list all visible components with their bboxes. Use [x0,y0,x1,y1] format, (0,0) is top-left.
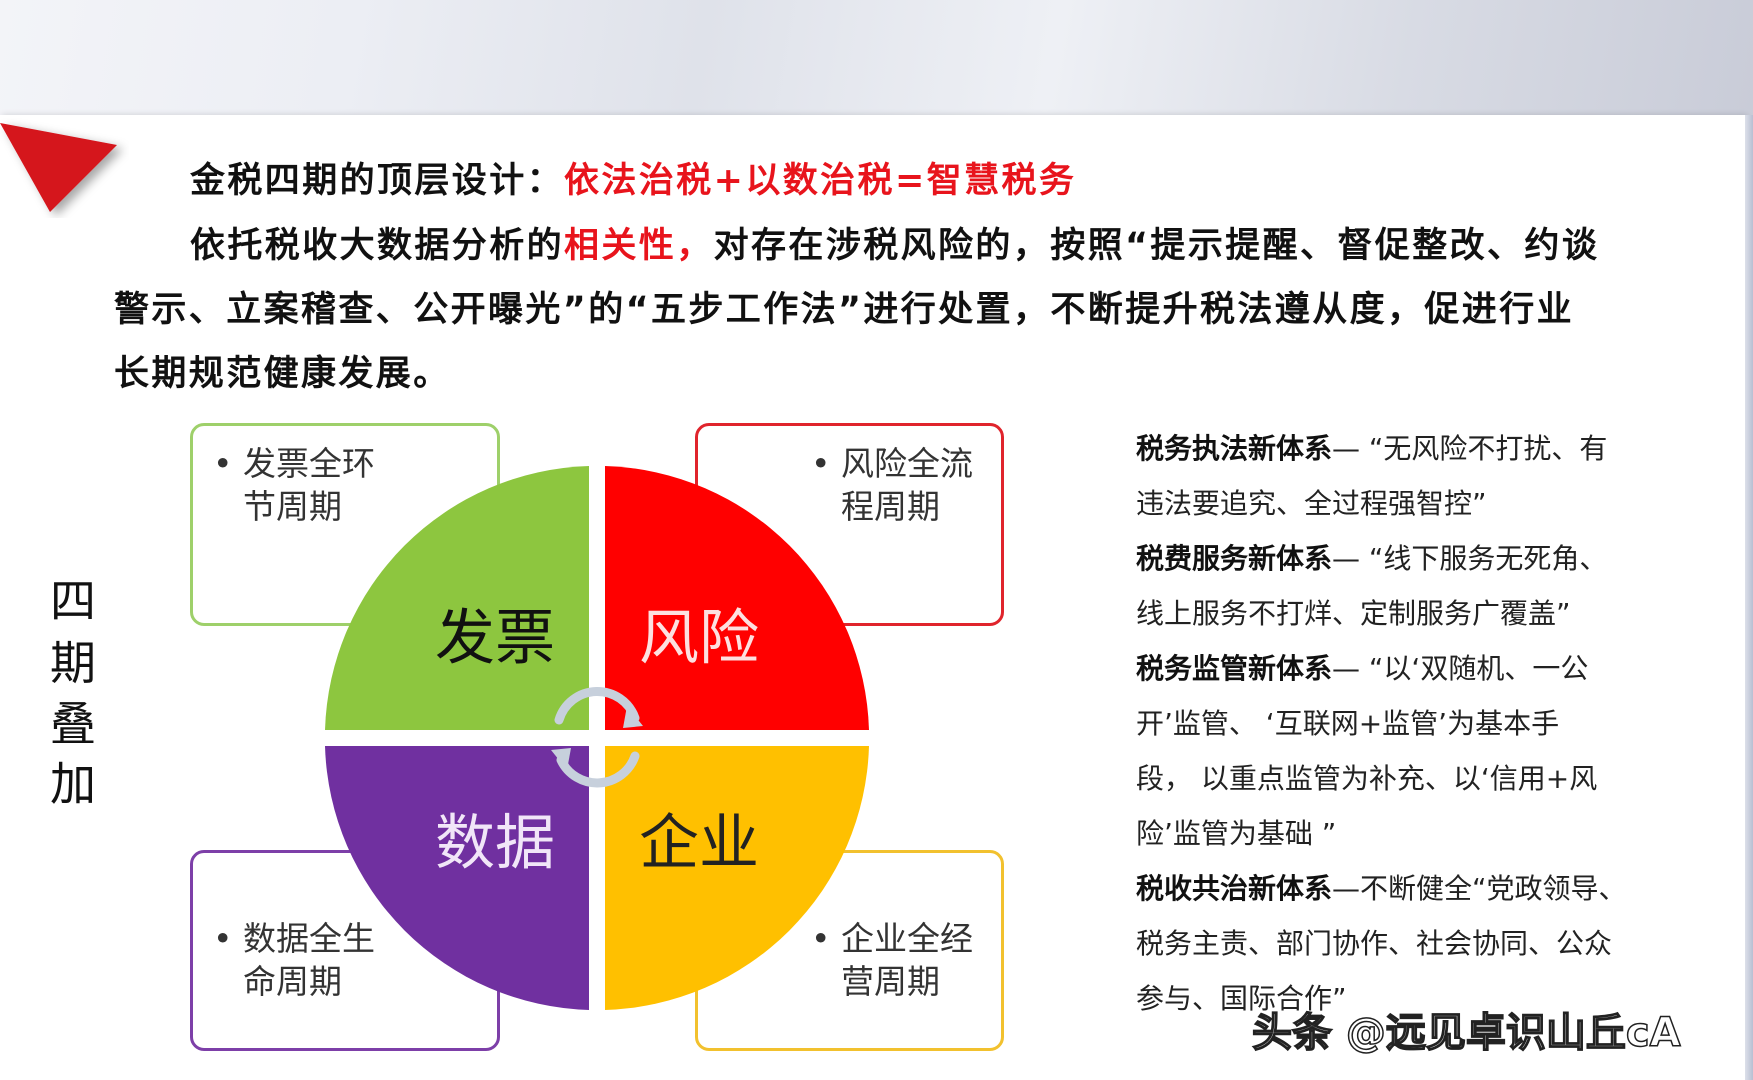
system-line: 税务监管新体系— “以‘双随机、一公 [1136,647,1588,687]
quadrant-invoice [325,466,589,730]
system-text: 违法要追究、全过程强智控” [1136,487,1487,520]
system-line: 税务执法新体系— “无风险不打扰、有 [1136,427,1607,467]
text: 对存在涉税风险的，按照“提示提醒、督促整改、约谈 [713,226,1600,266]
title-prefix: 金税四期的顶层设计： [190,161,565,201]
highlight-text: 相关性， [564,226,714,266]
quadrant-label-data: 数据 [435,808,555,879]
system-line: 税费服务新体系— “线下服务无死角、 [1136,537,1607,577]
system-text: — “以‘双随机、一公 [1332,652,1589,685]
vertical-label-char: 加 [50,757,96,811]
quadrant-label-risk: 风险 [639,603,759,674]
bullet-line: 命周期 [243,962,342,1001]
system-text: —不断健全“党政领导、 [1332,872,1627,905]
paragraph-line-2: 警示、立案稽查、公开曝光”的“五步工作法”进行处置，不断提升税法遵从度，促进行业 [114,290,1575,330]
system-text: 段， 以重点监管为补充、以‘信用+风 [1136,762,1598,795]
system-text: 税务主责、部门协作、社会协同、公众 [1136,927,1613,960]
vertical-label-char: 期 [50,636,96,690]
system-title: 税务执法新体系 [1136,432,1333,465]
paragraph-line-1: 依托税收大数据分析的相关性，对存在涉税风险的，按照“提示提醒、督促整改、约谈 [190,217,1599,268]
cycle-arrows-icon [554,686,640,788]
system-text: 开’监管、 ‘互联网+监管’为基本手 [1136,707,1560,740]
system-text: — “无风险不打扰、有 [1332,432,1608,465]
bullet-dot: • [811,919,831,958]
system-line: 违法要追究、全过程强智控” [1136,482,1487,522]
red-triangle-decoration [0,123,117,212]
bullet-risk: • 风险全流程周期 [811,442,973,528]
system-text: — “线下服务无死角、 [1332,542,1608,575]
bullet-dot: • [213,919,233,958]
system-line: 参与、国际合作” [1136,977,1347,1017]
bullet-dot: • [811,444,831,483]
system-title: 税务监管新体系 [1136,652,1333,685]
bullet-dot: • [213,444,233,483]
quadrant-label-invoice: 发票 [435,603,555,674]
bullet-line: 风险全流 [841,444,973,483]
arrow-head-icon [623,706,643,728]
text: 依托税收大数据分析的 [190,226,565,266]
bullet-invoice: • 发票全环节周期 [213,442,375,528]
arrow-head-icon [551,748,571,770]
bullet-enterprise: • 企业全经营周期 [811,917,973,1003]
system-text: 险’监管为基础 ” [1136,817,1337,850]
quadrant-data [325,746,589,1010]
bullet-data: • 数据全生命周期 [213,917,375,1003]
paragraph-line-3: 长期规范健康发展。 [114,354,451,394]
slide-edge [1745,115,1753,1080]
system-line: 税务主责、部门协作、社会协同、公众 [1136,922,1612,962]
system-line: 段， 以重点监管为补充、以‘信用+风 [1136,757,1597,797]
system-text: 参与、国际合作” [1136,982,1347,1015]
system-title: 税费服务新体系 [1136,542,1333,575]
slide-title: 金税四期的顶层设计：依法治税+以数治税=智慧税务 [190,152,1076,203]
quadrant-enterprise [605,746,869,1010]
bullet-line: 企业全经 [841,919,973,958]
bullet-line: 程周期 [841,487,940,526]
system-line: 开’监管、 ‘互联网+监管’为基本手 [1136,702,1559,742]
bullet-line: 营周期 [841,962,940,1001]
vertical-label-char: 叠 [50,697,96,751]
system-title: 税收共治新体系 [1136,872,1333,905]
quadrant-label-enterprise: 企业 [639,808,759,879]
bullet-line: 节周期 [243,487,342,526]
title-highlight: 依法治税+以数治税=智慧税务 [564,161,1077,201]
system-line: 险’监管为基础 ” [1136,812,1336,852]
system-text: 线上服务不打烊、定制服务广覆盖” [1136,597,1571,630]
system-line: 线上服务不打烊、定制服务广覆盖” [1136,592,1571,632]
watermark: 头条 @远见卓识山丘cA [1251,1009,1681,1057]
system-line: 税收共治新体系—不断健全“党政领导、 [1136,867,1627,907]
background-band [0,0,1753,116]
vertical-label-char: 四 [50,574,96,628]
bullet-line: 数据全生 [243,919,375,958]
quadrant-risk [605,466,869,730]
bullet-line: 发票全环 [243,444,375,483]
